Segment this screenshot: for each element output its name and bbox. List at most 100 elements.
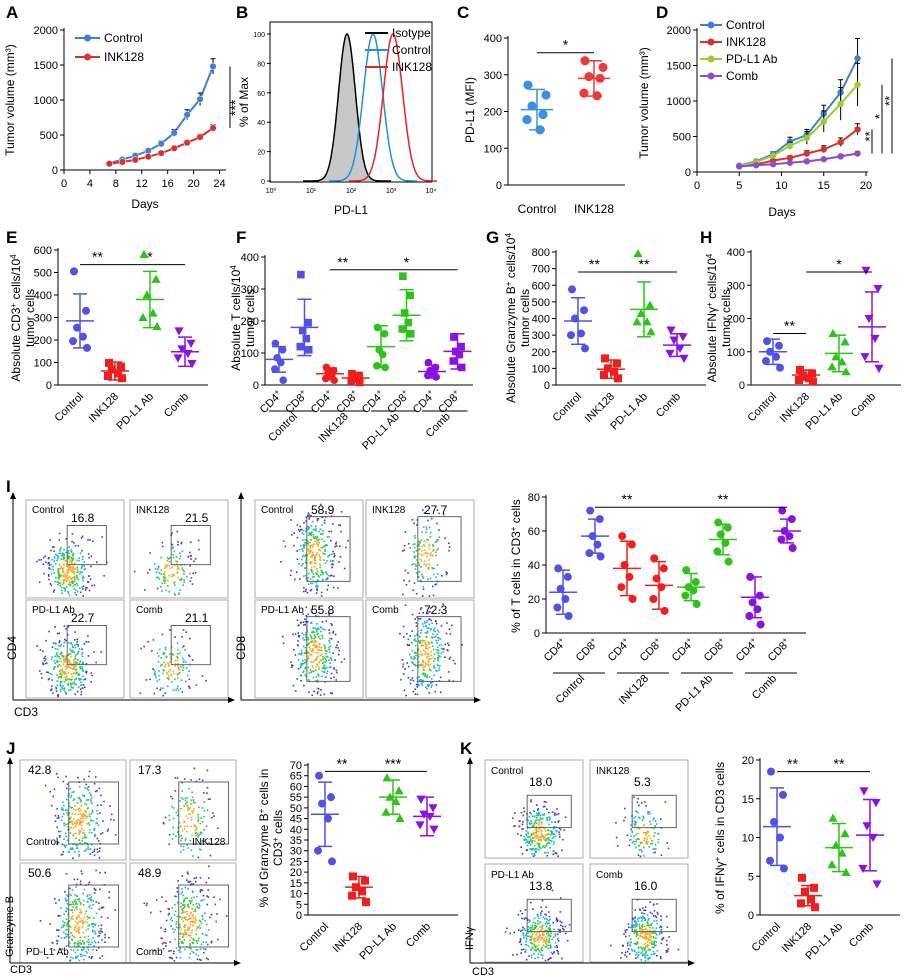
- facs-event: [291, 664, 293, 666]
- facs-event: [427, 567, 429, 569]
- facs-event: [171, 566, 173, 568]
- facs-event: [297, 632, 300, 634]
- facs-event: [70, 932, 72, 934]
- facs-event: [85, 803, 88, 806]
- sig-label: *: [404, 254, 410, 270]
- facs-event: [170, 925, 172, 928]
- facs-event: [527, 831, 529, 834]
- facs-event: [44, 662, 47, 665]
- data-point: [394, 786, 404, 795]
- facs-event: [303, 634, 305, 636]
- facs-event: [175, 560, 177, 563]
- facs-event: [644, 942, 647, 945]
- facs-event: [165, 589, 168, 592]
- facs-event: [64, 933, 67, 935]
- facs-event: [300, 528, 303, 531]
- facs-event: [84, 678, 87, 680]
- facs-event: [88, 791, 91, 794]
- facs-event: [88, 881, 91, 884]
- facs-event: [95, 869, 97, 872]
- data-point: [779, 790, 787, 799]
- facs-event: [636, 801, 639, 803]
- data-point: [872, 880, 882, 889]
- facs-event: [186, 871, 189, 873]
- facs-event: [182, 646, 184, 648]
- data-point: [564, 612, 573, 620]
- facs-event: [74, 631, 76, 633]
- facs-event: [302, 613, 304, 615]
- facs-event: [432, 636, 434, 639]
- y-tick-label: 500: [34, 268, 52, 280]
- facs-event: [317, 675, 320, 677]
- facs-event: [282, 635, 284, 638]
- y-tick-label: 40: [257, 120, 265, 127]
- facs-event: [71, 683, 73, 685]
- facs-event: [616, 845, 619, 847]
- facs-event: [525, 934, 527, 937]
- panel-letter-a: A: [6, 3, 18, 22]
- facs-event: [209, 798, 211, 800]
- facs-event: [426, 676, 428, 678]
- facs-event: [74, 813, 76, 815]
- facs-event: [76, 653, 79, 655]
- data-point: [304, 346, 313, 354]
- facs-event: [430, 619, 432, 622]
- facs-event: [99, 812, 101, 814]
- facs-event: [521, 823, 524, 826]
- facs-event: [167, 663, 170, 666]
- facs-event: [446, 572, 448, 574]
- y-tick-label: 40: [528, 560, 540, 572]
- facs-event: [92, 929, 94, 931]
- facs-event: [74, 926, 77, 928]
- facs-event: [171, 797, 174, 800]
- facs-event: [563, 928, 565, 931]
- facs-event: [653, 940, 656, 942]
- facs-event: [77, 659, 79, 661]
- facs-event: [310, 636, 312, 638]
- facs-event: [175, 811, 178, 814]
- facs-event: [318, 530, 320, 533]
- facs-event: [421, 545, 424, 548]
- data-point: [820, 156, 827, 163]
- facs-event: [526, 844, 529, 847]
- facs-event: [642, 817, 645, 820]
- facs-event: [166, 677, 169, 679]
- facs-event: [60, 937, 63, 939]
- facs-event: [87, 897, 90, 900]
- data-point: [752, 162, 760, 169]
- facs-event: [535, 837, 537, 839]
- facs-event: [431, 684, 433, 686]
- facs-event: [543, 934, 545, 936]
- data-point: [151, 274, 161, 283]
- facs-event: [425, 621, 428, 623]
- panel-letter-d: D: [656, 3, 668, 22]
- facs-event: [407, 572, 409, 574]
- facs-event: [421, 653, 423, 655]
- facs-event: [437, 660, 439, 662]
- facs-event: [640, 935, 643, 938]
- facs-event: [61, 674, 63, 677]
- facs-event: [439, 691, 442, 694]
- facs-event: [72, 957, 74, 960]
- data-point: [432, 373, 441, 381]
- facs-event: [71, 651, 73, 654]
- facs-event: [191, 659, 194, 661]
- facs-event: [538, 836, 540, 838]
- y-tick-label: 25: [290, 856, 302, 868]
- facs-event: [540, 949, 543, 951]
- facs-event: [89, 539, 91, 541]
- facs-event: [59, 830, 62, 833]
- facs-event: [106, 830, 109, 832]
- facs-event: [626, 950, 629, 953]
- facs-event: [55, 687, 57, 690]
- facs-event: [183, 573, 185, 575]
- facs-event: [313, 631, 316, 634]
- facs-event: [547, 927, 550, 929]
- facs-event: [322, 530, 324, 532]
- y-tick-label: 70: [290, 760, 302, 772]
- facs-event: [87, 655, 90, 657]
- facs-event: [184, 649, 186, 651]
- facs-event: [168, 819, 171, 821]
- facs-event: [96, 561, 98, 564]
- facs-event: [88, 589, 91, 592]
